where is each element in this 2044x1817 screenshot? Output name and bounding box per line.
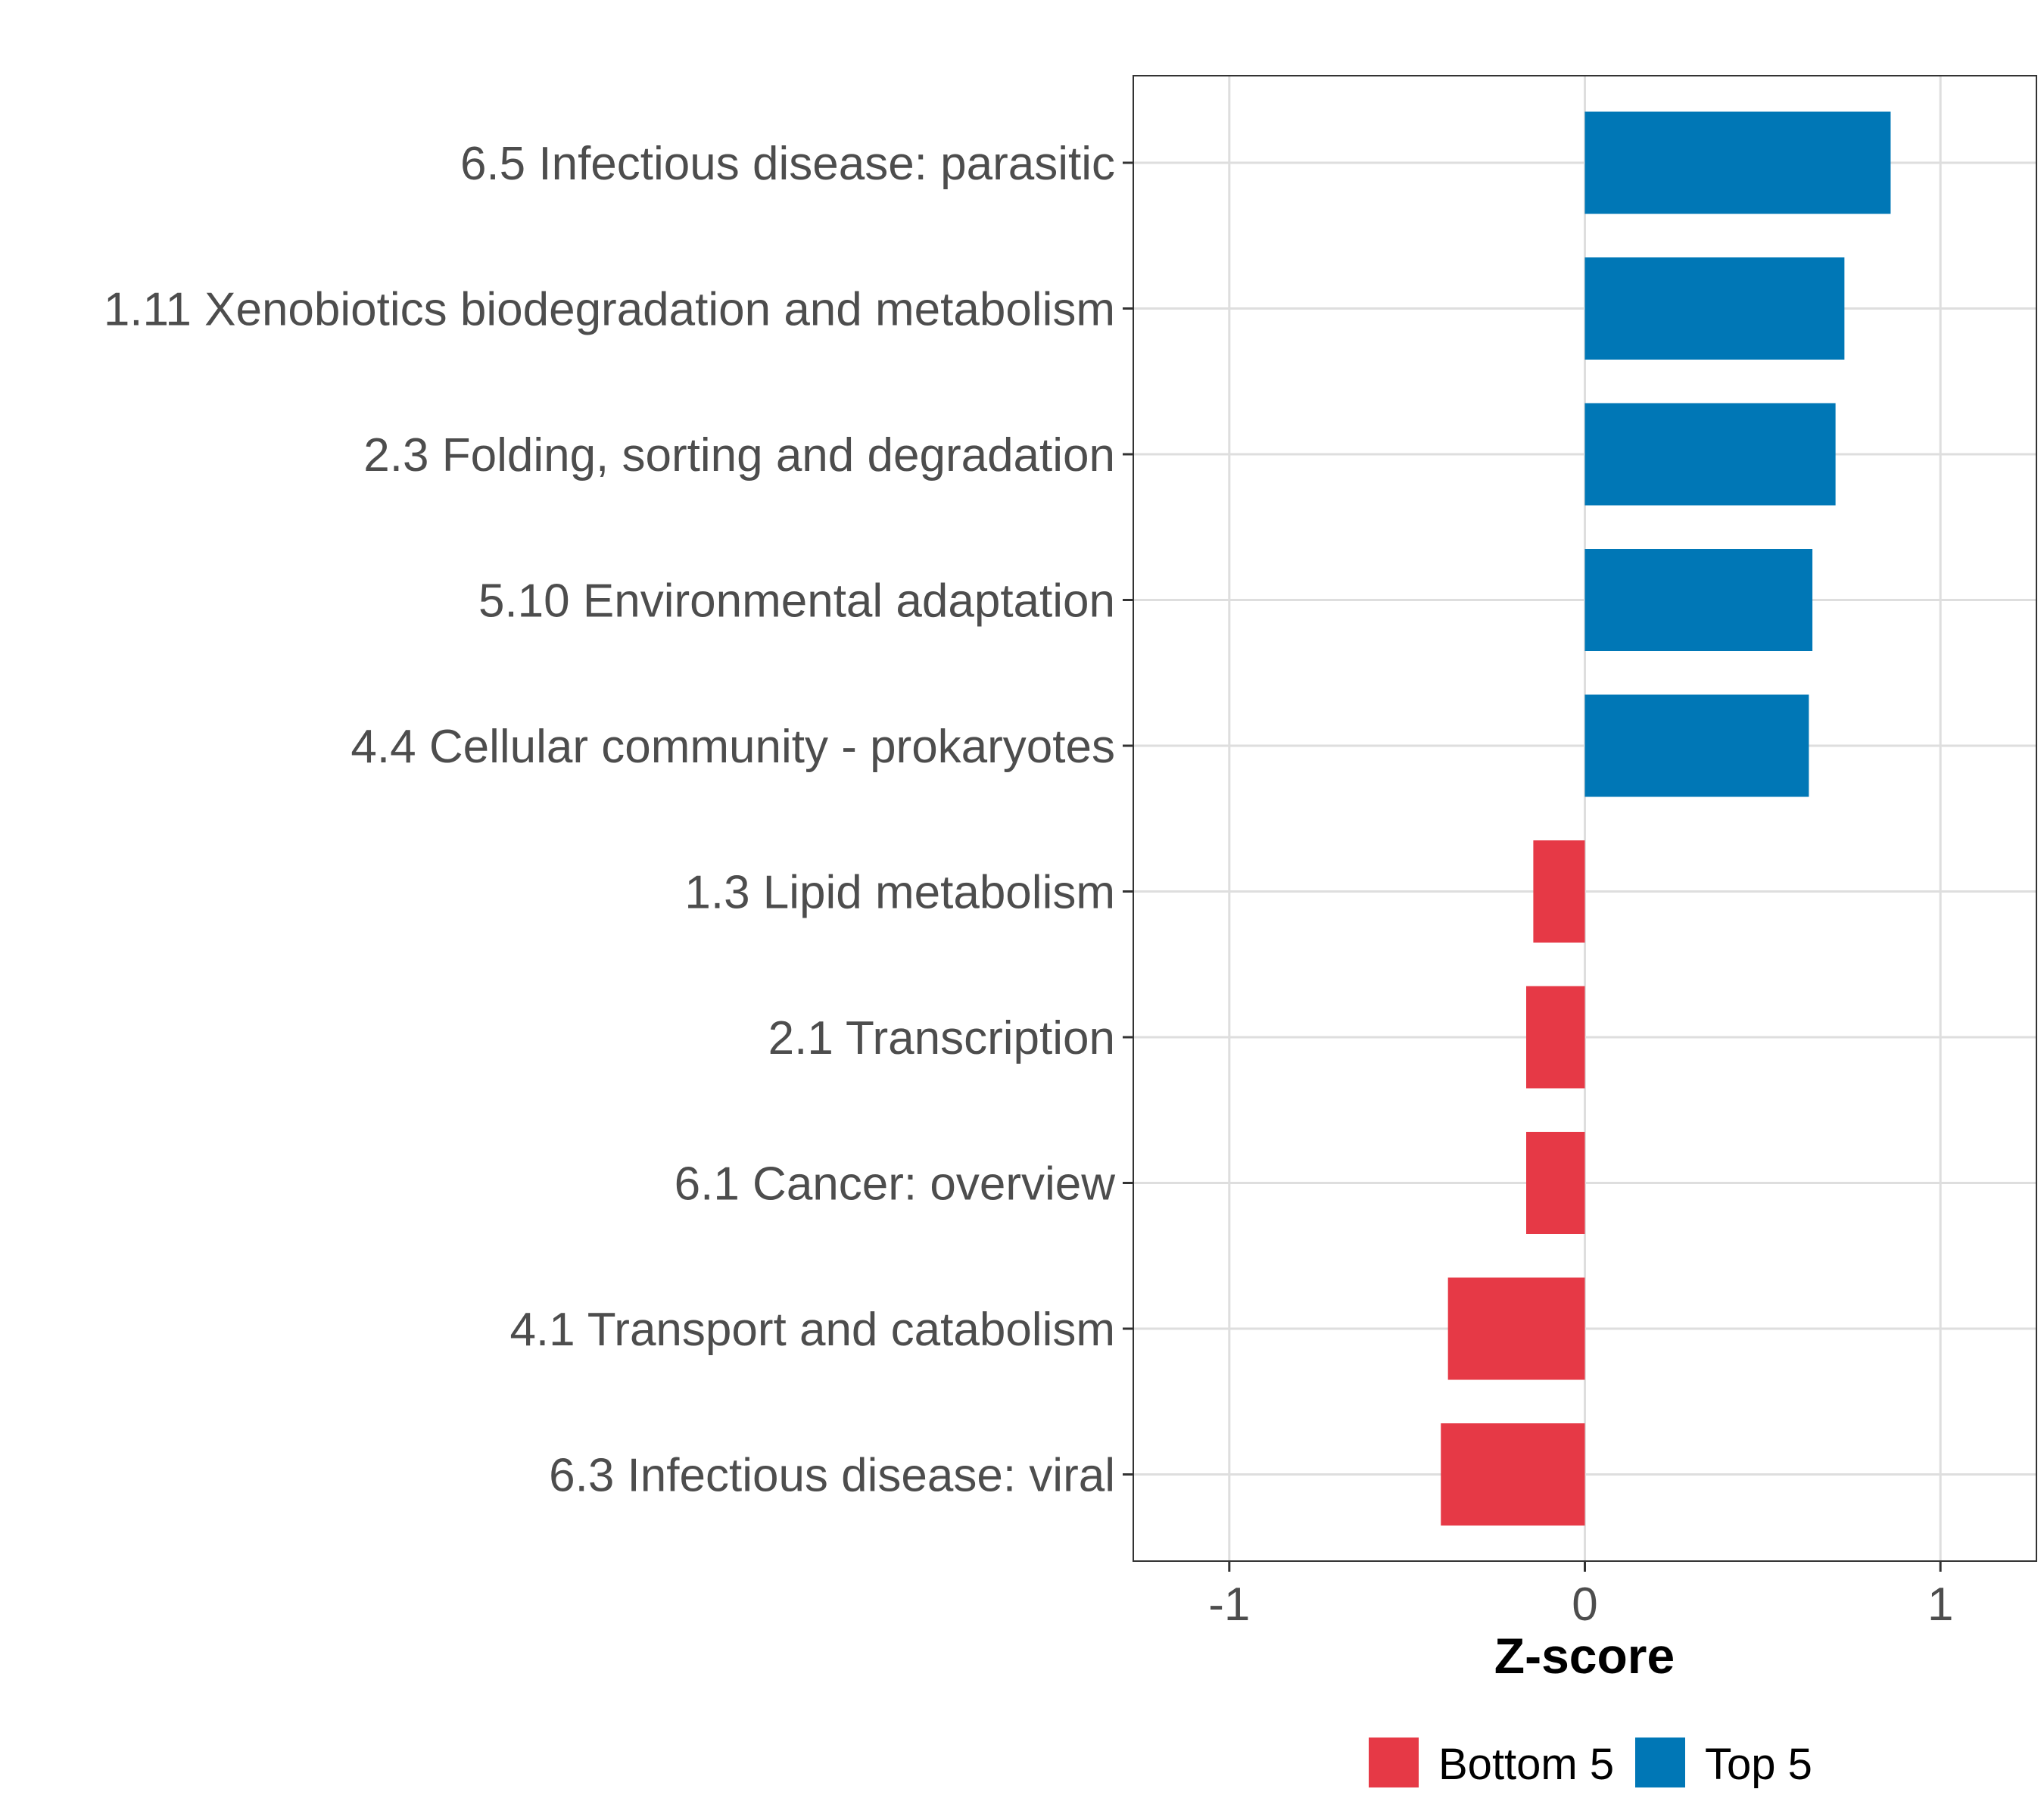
x-tick-label-1: 0 [1572, 1579, 1597, 1631]
legend-swatch-1 [1635, 1738, 1685, 1787]
y-tick-label-8: 4.1 Transport and catabolism [509, 1304, 1115, 1356]
y-axis: 6.5 Infectious disease: parasitic 1.11 Xe… [104, 138, 1133, 1502]
bar-8 [1447, 1277, 1585, 1380]
bar-9 [1441, 1423, 1585, 1526]
y-tick-label-4: 4.4 Cellular community - prokaryotes [351, 721, 1115, 773]
y-tick-label-9: 6.3 Infectious disease: viral [549, 1450, 1115, 1502]
legend-label-1: Top 5 [1705, 1740, 1812, 1789]
bar-6 [1526, 986, 1585, 1089]
bar-1 [1584, 257, 1845, 360]
legend: Bottom 5 Top 5 [1369, 1738, 1812, 1789]
y-tick-label-6: 2.1 Transcription [768, 1012, 1115, 1064]
x-axis: -1 0 1 [1208, 1561, 1953, 1631]
y-tick-label-1: 1.11 Xenobiotics biodegradation and meta… [104, 284, 1115, 336]
y-tick-label-0: 6.5 Infectious disease: parasitic [460, 138, 1115, 190]
x-axis-title: Z-score [1494, 1628, 1675, 1684]
bar-2 [1584, 403, 1836, 506]
legend-swatch-0 [1369, 1738, 1419, 1787]
bar-4 [1584, 694, 1809, 797]
bar-0 [1584, 111, 1891, 214]
legend-label-0: Bottom 5 [1438, 1740, 1614, 1789]
bar-3 [1584, 549, 1813, 651]
x-tick-label-2: 1 [1927, 1579, 1953, 1631]
bars [1441, 111, 1891, 1526]
y-tick-label-5: 1.3 Lipid metabolism [684, 867, 1115, 919]
y-tick-label-2: 2.3 Folding, sorting and degradation [363, 429, 1115, 482]
x-tick-label-0: -1 [1208, 1579, 1250, 1631]
y-tick-label-7: 6.1 Cancer: overview [675, 1158, 1116, 1211]
bar-5 [1533, 840, 1585, 943]
bar-7 [1526, 1132, 1585, 1234]
y-tick-label-3: 5.10 Environmental adaptation [478, 575, 1115, 628]
